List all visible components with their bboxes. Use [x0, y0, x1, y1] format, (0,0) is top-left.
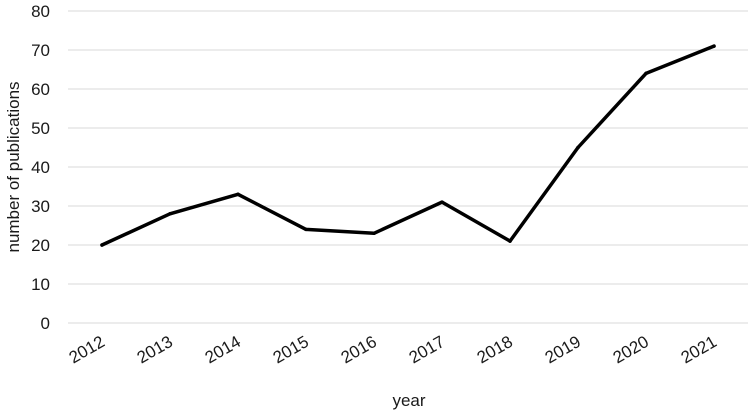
x-tick-label: 2014	[202, 332, 244, 367]
data-point	[100, 243, 104, 247]
y-tick-label: 0	[41, 314, 50, 333]
y-tick-label: 50	[31, 119, 50, 138]
x-tick-label: 2018	[474, 332, 516, 367]
x-tick-labels: 2012 2013 2014 2015 2016 2017 2018 2019 2020 2021	[66, 332, 720, 367]
series-layer	[100, 44, 716, 247]
x-tick-label: 2016	[338, 332, 380, 367]
x-tick-label: 2013	[134, 332, 176, 367]
series-line	[100, 44, 716, 247]
y-tick-label: 30	[31, 197, 50, 216]
data-point	[304, 227, 308, 232]
x-tick-label: 2020	[610, 332, 652, 367]
x-axis-label: year	[392, 391, 425, 410]
x-tick-label: 2021	[678, 332, 720, 367]
y-tick-label: 80	[31, 2, 50, 21]
data-point	[236, 192, 240, 197]
y-tick-label: 20	[31, 236, 50, 255]
y-tick-label: 70	[31, 41, 50, 60]
data-point	[712, 44, 716, 48]
data-point	[440, 200, 444, 204]
y-tick-label: 40	[31, 158, 50, 177]
y-tick-labels: 0 10 20 30 40 50 60 70 80	[31, 2, 50, 333]
data-point	[508, 239, 512, 243]
gridlines	[68, 10, 748, 324]
y-tick-label: 60	[31, 80, 50, 99]
data-point	[372, 231, 376, 236]
data-point	[576, 145, 580, 150]
x-tick-label: 2019	[542, 332, 584, 367]
x-tick-label: 2015	[270, 332, 312, 367]
y-tick-label: 10	[31, 275, 50, 294]
x-tick-label: 2017	[406, 332, 448, 367]
data-point	[644, 71, 648, 76]
data-point	[168, 212, 172, 216]
x-tick-label: 2012	[66, 332, 108, 367]
y-axis-label: number of publications	[4, 81, 23, 252]
